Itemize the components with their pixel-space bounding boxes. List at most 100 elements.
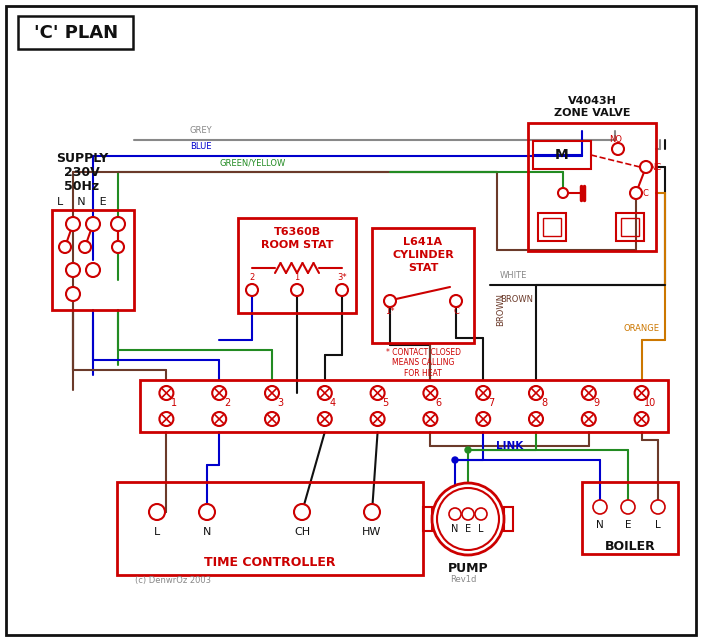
Text: ZONE VALVE: ZONE VALVE <box>554 108 630 118</box>
Text: C: C <box>453 308 459 317</box>
Text: 1: 1 <box>171 398 178 408</box>
Circle shape <box>159 412 173 426</box>
Circle shape <box>371 412 385 426</box>
Circle shape <box>336 284 348 296</box>
Circle shape <box>593 500 607 514</box>
Circle shape <box>582 412 596 426</box>
Circle shape <box>651 500 665 514</box>
Circle shape <box>212 386 226 400</box>
Bar <box>616 213 644 241</box>
Circle shape <box>86 217 100 231</box>
Circle shape <box>449 508 461 520</box>
Circle shape <box>635 386 649 400</box>
Circle shape <box>475 508 487 520</box>
Text: CYLINDER: CYLINDER <box>392 250 454 260</box>
Text: SUPPLY: SUPPLY <box>56 151 108 165</box>
Text: WHITE: WHITE <box>500 271 527 280</box>
Circle shape <box>529 412 543 426</box>
Text: T6360B: T6360B <box>274 227 321 237</box>
Bar <box>52 210 134 310</box>
Text: 3: 3 <box>277 398 283 408</box>
Text: L: L <box>478 524 484 534</box>
Text: 4: 4 <box>330 398 336 408</box>
Circle shape <box>111 217 125 231</box>
Circle shape <box>86 263 100 277</box>
Circle shape <box>384 295 396 307</box>
Text: BROWN: BROWN <box>500 296 533 304</box>
Text: TIME CONTROLLER: TIME CONTROLLER <box>204 556 336 569</box>
Circle shape <box>450 295 462 307</box>
Bar <box>533 141 591 169</box>
Circle shape <box>291 284 303 296</box>
Text: NO: NO <box>609 135 623 144</box>
Circle shape <box>423 412 437 426</box>
Text: N: N <box>203 527 211 537</box>
Text: 50Hz: 50Hz <box>65 179 100 192</box>
Text: PUMP: PUMP <box>448 563 489 576</box>
Circle shape <box>318 386 332 400</box>
Text: LINK: LINK <box>496 441 523 451</box>
Text: 7: 7 <box>488 398 494 408</box>
Text: 3*: 3* <box>337 274 347 283</box>
Text: 9: 9 <box>594 398 600 408</box>
Circle shape <box>582 386 596 400</box>
Circle shape <box>265 386 279 400</box>
Circle shape <box>432 483 504 555</box>
Circle shape <box>462 508 474 520</box>
Text: BLUE: BLUE <box>190 142 211 151</box>
Circle shape <box>79 241 91 253</box>
Circle shape <box>149 504 165 520</box>
Bar <box>538 213 566 241</box>
Text: HW: HW <box>362 527 382 537</box>
Circle shape <box>66 263 80 277</box>
Circle shape <box>529 386 543 400</box>
Bar <box>372 228 474 343</box>
Circle shape <box>318 412 332 426</box>
Text: ROOM STAT: ROOM STAT <box>260 240 333 250</box>
Text: GREEN/YELLOW: GREEN/YELLOW <box>220 158 286 167</box>
Circle shape <box>452 457 458 463</box>
Text: CH: CH <box>294 527 310 537</box>
Text: 230V: 230V <box>64 165 100 178</box>
Circle shape <box>371 386 385 400</box>
Text: 10: 10 <box>644 398 656 408</box>
Text: ORANGE: ORANGE <box>624 324 660 333</box>
Text: 8: 8 <box>541 398 547 408</box>
Bar <box>18 16 133 49</box>
Bar <box>238 218 356 313</box>
Text: L: L <box>655 520 661 530</box>
Bar <box>504 507 513 531</box>
Circle shape <box>476 412 490 426</box>
Bar <box>528 123 656 251</box>
Circle shape <box>112 241 124 253</box>
Circle shape <box>621 500 635 514</box>
Text: V4043H: V4043H <box>567 96 616 106</box>
Circle shape <box>635 412 649 426</box>
Text: 'C' PLAN: 'C' PLAN <box>34 24 118 42</box>
Text: E: E <box>465 524 471 534</box>
Circle shape <box>630 187 642 199</box>
Text: M: M <box>555 148 569 162</box>
Circle shape <box>66 217 80 231</box>
Text: BROWN: BROWN <box>496 294 505 326</box>
Text: * CONTACT CLOSED
MEANS CALLING
FOR HEAT: * CONTACT CLOSED MEANS CALLING FOR HEAT <box>385 348 461 378</box>
Text: L641A: L641A <box>404 237 442 247</box>
Circle shape <box>476 386 490 400</box>
Text: N: N <box>596 520 604 530</box>
Bar <box>543 218 561 236</box>
Text: 2: 2 <box>224 398 230 408</box>
Text: (c) DenwrOz 2003: (c) DenwrOz 2003 <box>135 576 211 585</box>
Circle shape <box>265 412 279 426</box>
Circle shape <box>159 386 173 400</box>
Circle shape <box>465 447 471 453</box>
Bar <box>423 507 432 531</box>
Text: GREY: GREY <box>190 126 213 135</box>
Circle shape <box>66 287 80 301</box>
Text: L    N    E: L N E <box>57 197 107 207</box>
Text: N: N <box>451 524 458 534</box>
Circle shape <box>364 504 380 520</box>
Circle shape <box>558 188 568 198</box>
Circle shape <box>640 161 652 173</box>
Text: Rev1d: Rev1d <box>450 576 477 585</box>
Circle shape <box>199 504 215 520</box>
